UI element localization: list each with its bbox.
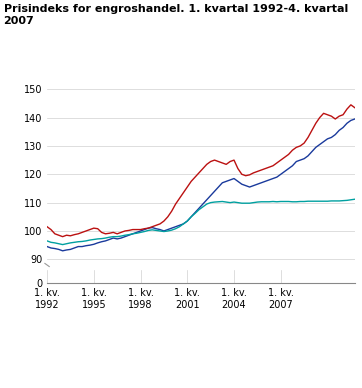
Text: Prisindeks for engroshandel. 1. kvartal 1992-4. kvartal
2007: Prisindeks for engroshandel. 1. kvartal … (4, 4, 348, 26)
